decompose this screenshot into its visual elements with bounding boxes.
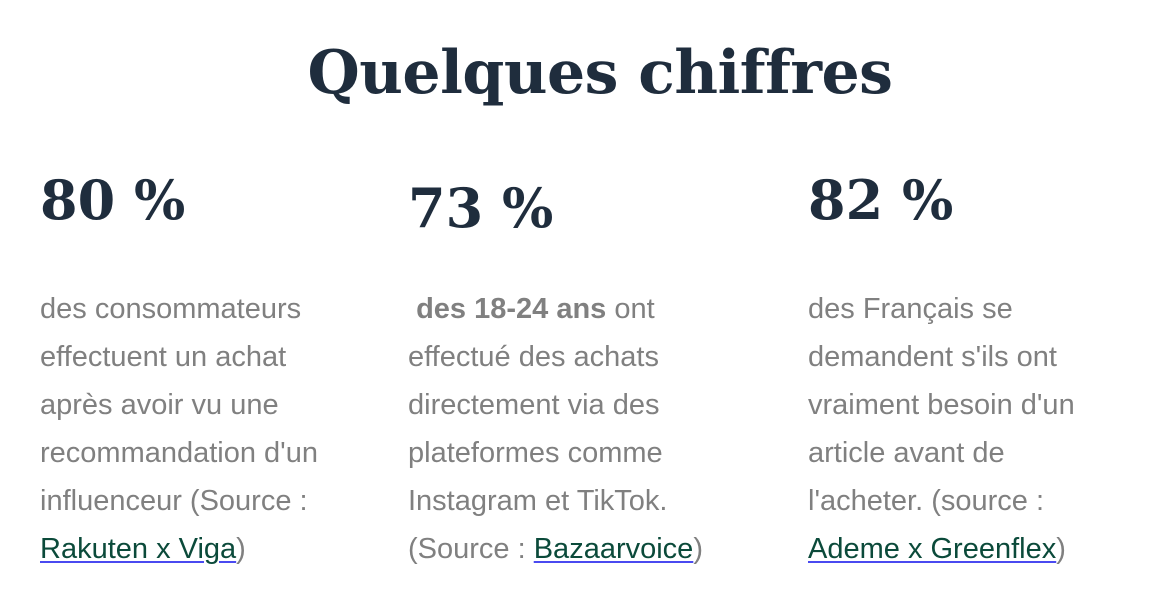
source-link-bazaarvoice[interactable]: Bazaarvoice	[533, 533, 694, 565]
stat-text-2: ont effectué des achats directement via …	[408, 293, 668, 565]
source-link-ademe[interactable]: Ademe x Greenflex	[808, 533, 1057, 565]
stat-value-2: 73 %	[408, 176, 554, 240]
stat-description-1: des consommateurs effectuent un achat ap…	[40, 285, 360, 573]
stat-description-2: des 18-24 ans ont effectué des achats di…	[408, 285, 748, 573]
stat-text-end-3: )	[1056, 533, 1066, 565]
stat-text-1: des consommateurs effectuent un achat ap…	[40, 293, 318, 517]
stat-text-end-2: )	[693, 533, 703, 565]
source-link-rakuten[interactable]: Rakuten x Viga	[40, 533, 237, 565]
stat-text-3: des Français se demandent s'ils ont vrai…	[808, 293, 1075, 517]
stat-bold-2: des 18-24 ans	[416, 293, 607, 325]
stat-text-end-1: )	[236, 533, 246, 565]
stat-description-3: des Français se demandent s'ils ont vrai…	[808, 285, 1118, 573]
stat-value-1: 80 %	[40, 168, 186, 232]
section-heading: Quelques chiffres	[307, 38, 893, 108]
stat-value-3: 82 %	[808, 168, 954, 232]
